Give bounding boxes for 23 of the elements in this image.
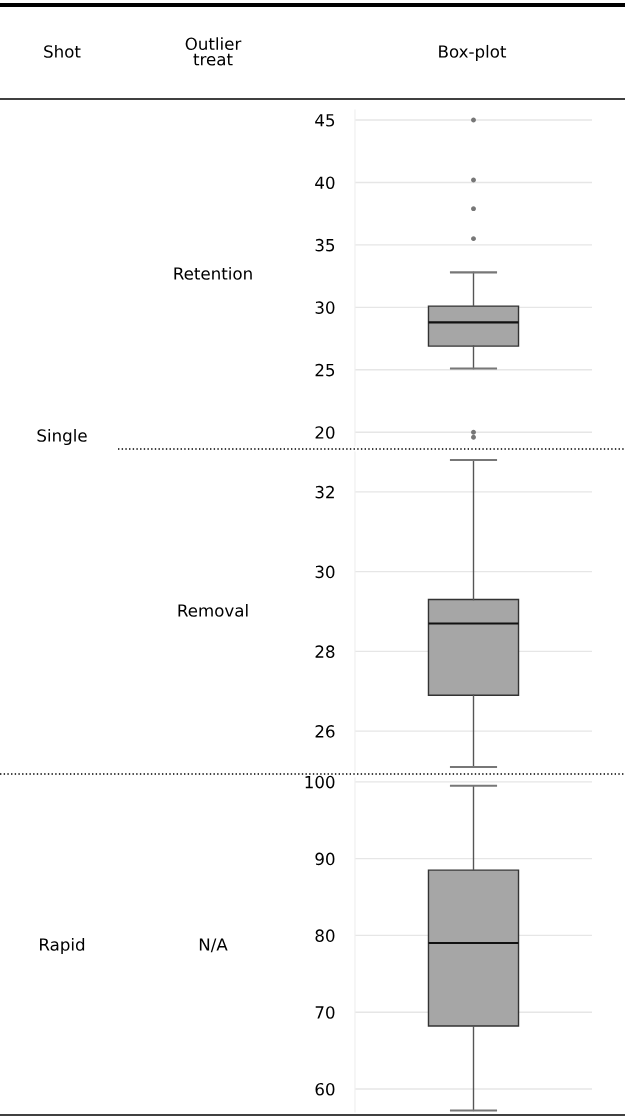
text: Box-plot bbox=[439, 44, 507, 62]
y-tick-label: 35 bbox=[315, 238, 335, 252]
y-tick-label: 60 bbox=[315, 1082, 335, 1096]
y-tick-label: 90 bbox=[315, 852, 335, 866]
y-tick-label: 20 bbox=[315, 426, 335, 439]
text: Single bbox=[37, 428, 87, 446]
y-tick-label: 28 bbox=[315, 645, 335, 658]
text: Outlier treat bbox=[185, 37, 242, 66]
text: N/A bbox=[199, 938, 228, 953]
text: Retention bbox=[174, 266, 252, 280]
text: Rapid bbox=[40, 937, 85, 955]
y-tick-label: 26 bbox=[315, 725, 335, 738]
y-tick-label: 32 bbox=[315, 485, 334, 499]
text: Shot bbox=[44, 44, 81, 58]
y-tick-label: 30 bbox=[315, 301, 335, 314]
y-tick-label: 70 bbox=[315, 1006, 335, 1019]
y-tick-label: 100 bbox=[305, 775, 335, 789]
y-tick-label: 30 bbox=[315, 565, 335, 579]
text: Removal bbox=[178, 603, 248, 617]
y-tick-label: 25 bbox=[315, 363, 335, 377]
y-tick-label: 45 bbox=[315, 114, 335, 127]
y-tick-label: 80 bbox=[315, 929, 335, 942]
y-tick-label: 40 bbox=[315, 176, 335, 190]
